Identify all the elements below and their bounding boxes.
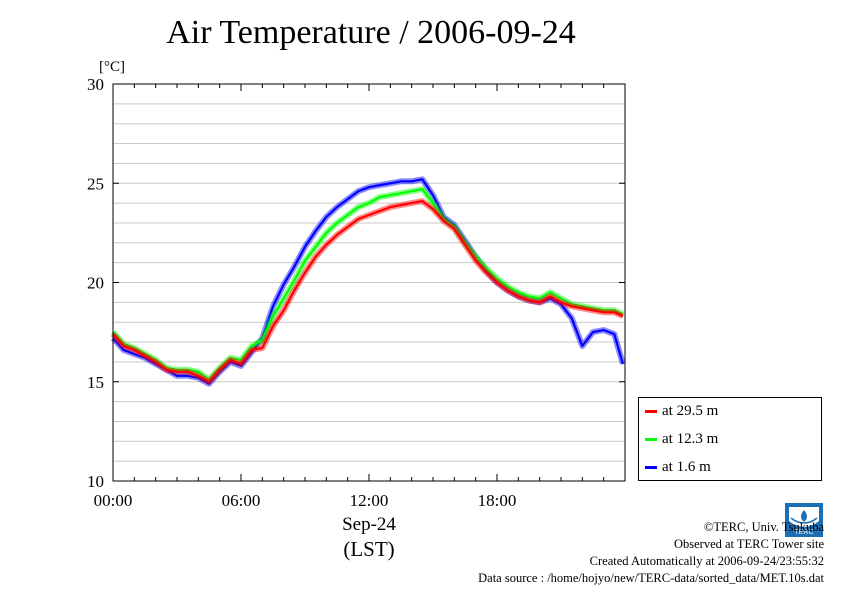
x-axis-timezone-label: (LST)	[343, 537, 395, 561]
legend-swatch-12-3m	[645, 438, 657, 442]
axis-ticks: 10 15 20 25 30 00:00 06:00 12:00 18:00	[87, 75, 626, 510]
series-line-1	[112, 188, 624, 381]
x-tick-label: 00:00	[94, 491, 133, 510]
y-axis-label: [°C]	[99, 59, 125, 75]
y-tick-label: 30	[87, 75, 104, 94]
legend-label-29-5m: at 29.5 m	[662, 403, 719, 419]
y-tick-label: 15	[87, 373, 104, 392]
legend-label-1-6m: at 1.6 m	[662, 459, 711, 475]
credit-copyright: ©TERC, Univ. Tsukuba	[703, 520, 824, 534]
x-tick-label: 06:00	[222, 491, 261, 510]
terc-logo-icon: TERC	[785, 503, 823, 537]
series-line-0	[112, 200, 624, 383]
y-tick-label: 25	[87, 174, 104, 193]
credit-source: Data source : /home/hojyo/new/TERC-data/…	[478, 571, 824, 585]
series-line-2	[112, 178, 624, 385]
series-halo-2	[110, 176, 626, 387]
x-tick-label: 18:00	[478, 491, 517, 510]
series-layer	[110, 176, 626, 387]
legend-item-12-3m: at 12.3 m	[645, 429, 718, 449]
legend-label-12-3m: at 12.3 m	[662, 431, 719, 447]
legend-item-1-6m: at 1.6 m	[645, 457, 711, 477]
credit-created: Created Automatically at 2006-09-24/23:5…	[589, 554, 824, 568]
x-axis-date-label: Sep-24	[342, 514, 396, 535]
credit-observed: Observed at TERC Tower site	[673, 537, 824, 551]
logo-text: TERC	[794, 529, 813, 536]
y-tick-label: 20	[87, 274, 104, 293]
legend: at 29.5 m at 12.3 m at 1.6 m	[638, 397, 822, 481]
credits: ©TERC, Univ. Tsukuba Observed at TERC To…	[478, 519, 824, 587]
x-tick-label: 12:00	[350, 491, 389, 510]
legend-swatch-29-5m	[645, 410, 657, 414]
legend-swatch-1-6m	[645, 466, 657, 470]
chart-title: Air Temperature / 2006-09-24	[166, 14, 576, 51]
y-tick-label: 10	[87, 472, 104, 491]
grid-lines	[113, 103, 625, 462]
legend-item-29-5m: at 29.5 m	[645, 401, 718, 421]
